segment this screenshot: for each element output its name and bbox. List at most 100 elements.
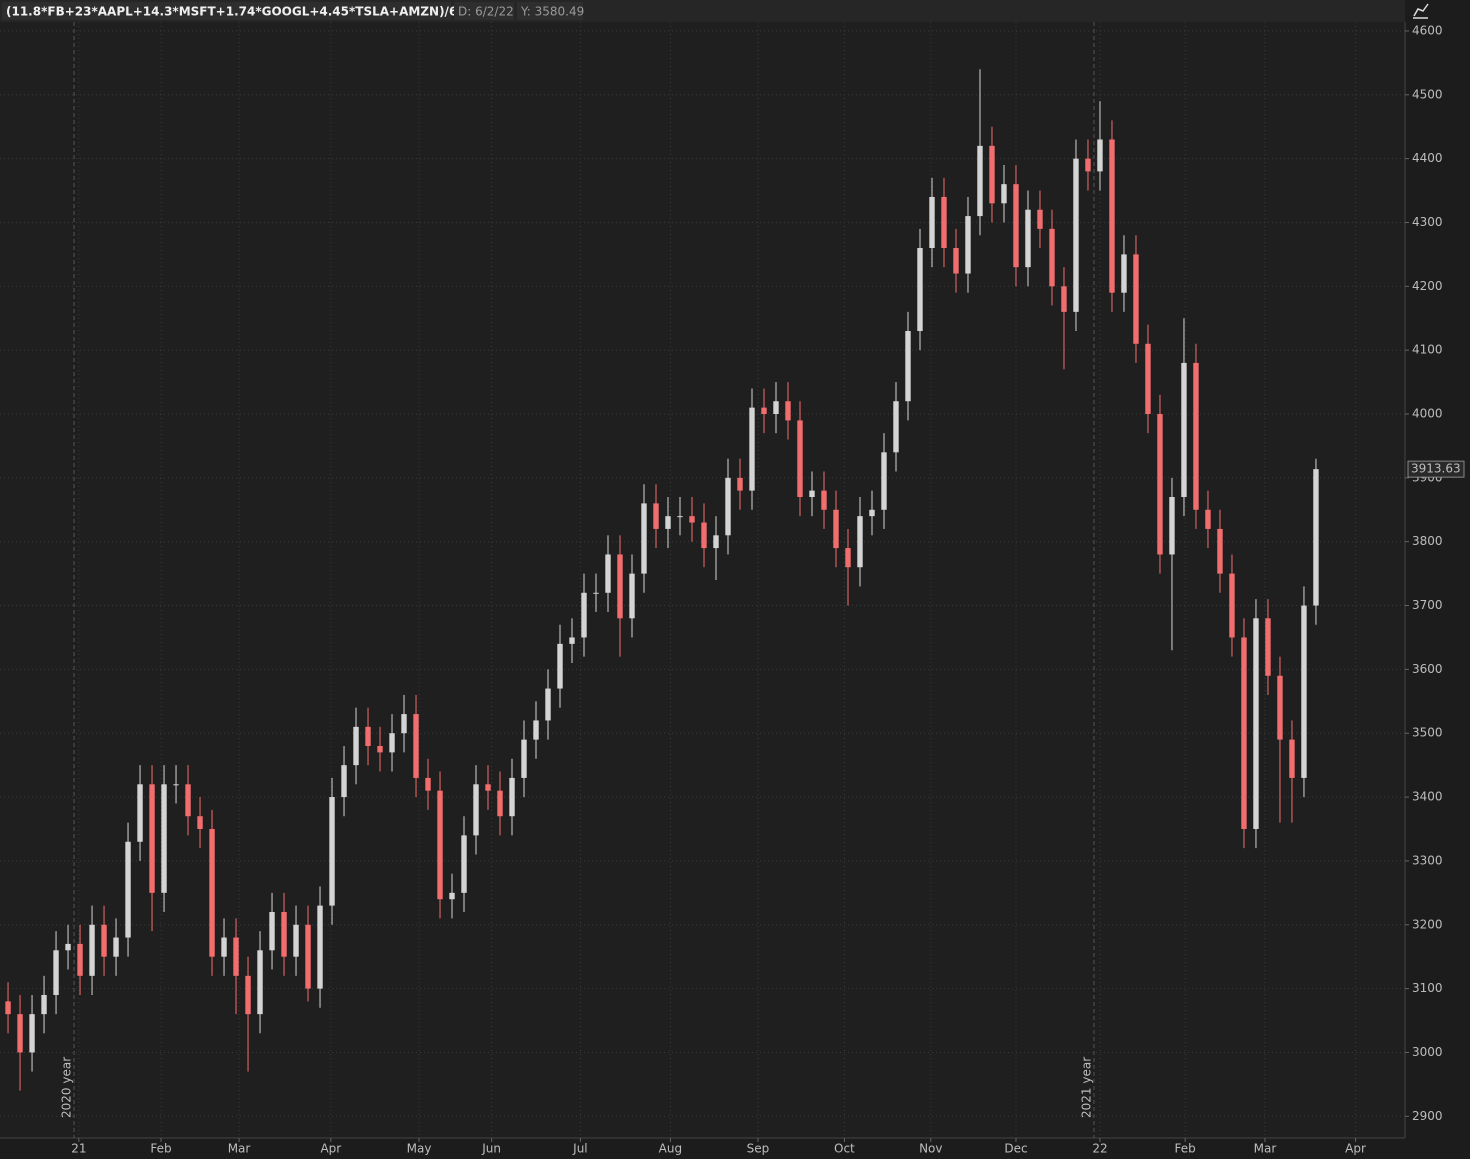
candle-body — [281, 911, 287, 957]
candle-body — [1265, 618, 1271, 676]
candle-body — [1061, 286, 1067, 312]
candle-body — [1169, 497, 1175, 555]
candle-body — [977, 145, 983, 217]
y-tick-label: 4100 — [1412, 343, 1443, 357]
candle-body — [1085, 158, 1091, 172]
candle-body — [1013, 184, 1019, 268]
candle-body — [581, 592, 587, 638]
year-label: 2021 year — [1079, 1057, 1093, 1118]
candle-body — [1109, 139, 1115, 293]
y-tick-label: 3300 — [1412, 853, 1443, 867]
x-tick-label: Apr — [320, 1142, 341, 1156]
x-tick-label: Oct — [834, 1142, 855, 1156]
candle-body — [137, 784, 143, 842]
y-tick-label: 3500 — [1412, 726, 1443, 740]
x-tick-label: Feb — [150, 1142, 171, 1156]
year-label: 2020 year — [60, 1057, 74, 1118]
candle-body — [905, 331, 911, 402]
y-tick-label: 3400 — [1412, 790, 1443, 804]
candle-body — [1301, 605, 1307, 778]
candle-body — [941, 196, 947, 249]
candle-body — [797, 420, 803, 498]
candle-body — [689, 516, 695, 523]
x-tick-label: May — [407, 1142, 432, 1156]
candle-body — [1133, 254, 1139, 344]
candle-body — [1037, 209, 1043, 229]
candle-body — [1073, 158, 1079, 312]
plot-area — [0, 22, 1405, 1138]
x-tick-label: Mar — [228, 1142, 251, 1156]
x-tick-label: Dec — [1004, 1142, 1027, 1156]
candle-body — [377, 745, 383, 753]
y-tick-label: 3600 — [1412, 662, 1443, 676]
candle-body — [125, 841, 131, 938]
candle-body — [857, 516, 863, 568]
candle-body — [1049, 228, 1055, 287]
candle-body — [869, 509, 875, 517]
candle-body — [233, 937, 239, 976]
candle-body — [713, 535, 719, 549]
candle-body — [401, 714, 407, 734]
candle-body — [509, 777, 515, 817]
candle-body — [185, 784, 191, 817]
readout-box — [517, 2, 583, 20]
candle-body — [485, 784, 491, 791]
candle-body — [557, 643, 563, 689]
candle-body — [737, 477, 743, 491]
y-tick-label: 4200 — [1412, 279, 1443, 293]
candle-body — [65, 943, 71, 951]
candle-body — [761, 407, 767, 415]
candle-body — [365, 726, 371, 746]
candle-body — [209, 828, 215, 957]
candle-body — [821, 490, 827, 510]
candle-body — [305, 924, 311, 989]
candle-body — [929, 196, 935, 249]
candle-body — [1157, 414, 1163, 555]
candle-body — [569, 637, 575, 644]
symbol-title: (11.8*FB+23*AAPL+14.3*MSFT+1.74*GOOGL+4.… — [6, 5, 505, 19]
x-tick-label: Mar — [1254, 1142, 1277, 1156]
candle-body — [41, 994, 47, 1015]
x-tick-label: Apr — [1345, 1142, 1366, 1156]
candle-body — [881, 452, 887, 510]
candle-body — [893, 401, 899, 453]
candle-body — [269, 911, 275, 951]
candle-body — [677, 516, 683, 518]
candles — [5, 69, 1319, 1091]
candle-body — [521, 739, 527, 778]
candle-body — [329, 797, 335, 906]
candle-body — [497, 790, 503, 817]
candle-body — [953, 248, 959, 274]
candle-body — [353, 726, 359, 766]
drawing-tool-icon[interactable] — [1411, 2, 1433, 20]
candle-body — [317, 905, 323, 989]
candle-body — [665, 516, 671, 529]
x-tick-label: Nov — [919, 1142, 942, 1156]
candle-body — [629, 573, 635, 619]
candle-body — [113, 937, 119, 957]
x-tick-label: Jul — [572, 1142, 587, 1156]
candle-body — [245, 975, 251, 1015]
candle-body — [1241, 637, 1247, 829]
candle-body — [149, 784, 155, 893]
y-tick-label: 4400 — [1412, 151, 1443, 165]
y-tick-label: 4000 — [1412, 407, 1443, 421]
y-tick-label: 3800 — [1412, 534, 1443, 548]
candle-body — [101, 924, 107, 957]
candle-body — [1205, 509, 1211, 529]
candle-body — [917, 248, 923, 332]
candle-body — [845, 548, 851, 568]
candle-body — [1001, 184, 1007, 204]
candle-body — [749, 407, 755, 491]
value-readout: Y: 3580.49 — [520, 5, 584, 19]
grid: 2020 year 2021 year — [0, 22, 1405, 1138]
candle-body — [221, 937, 227, 957]
candle-body — [1289, 739, 1295, 778]
candle-body — [341, 765, 347, 798]
candle-body — [605, 554, 611, 593]
y-tick-label: 4300 — [1412, 215, 1443, 229]
candle-body — [989, 145, 995, 204]
y-tick-label: 4600 — [1412, 23, 1443, 37]
candle-body — [425, 777, 431, 791]
candle-body — [545, 688, 551, 721]
